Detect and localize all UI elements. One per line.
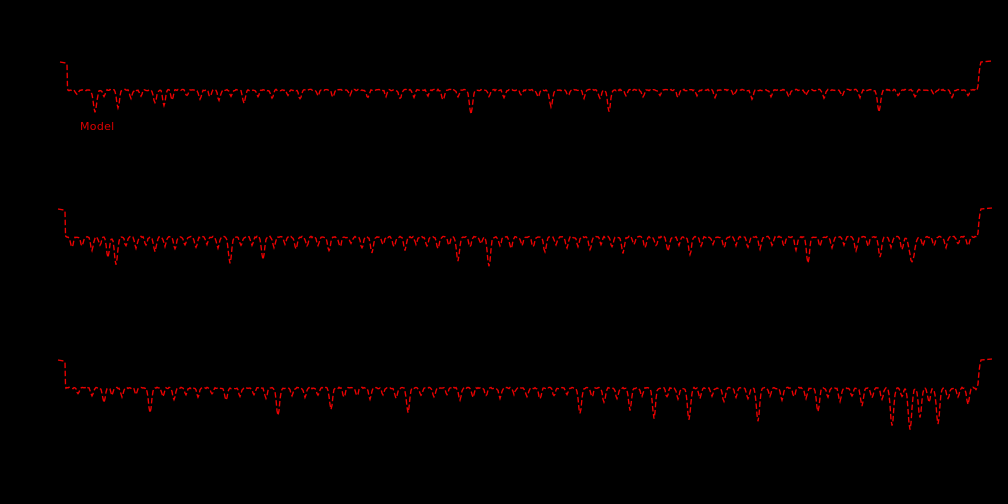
panel-bottom-canvas <box>57 358 993 430</box>
panel-bottom <box>0 330 1008 504</box>
panel-middle <box>0 180 1008 330</box>
panel-top-canvas <box>59 60 993 115</box>
model-spectrum-line-0 <box>59 60 993 115</box>
panel-top <box>0 0 1008 180</box>
model-spectrum-line-2 <box>57 358 993 430</box>
panel-middle-canvas <box>57 207 993 267</box>
model-spectrum-line-1 <box>57 207 993 267</box>
model-legend-label: Model <box>80 120 115 133</box>
